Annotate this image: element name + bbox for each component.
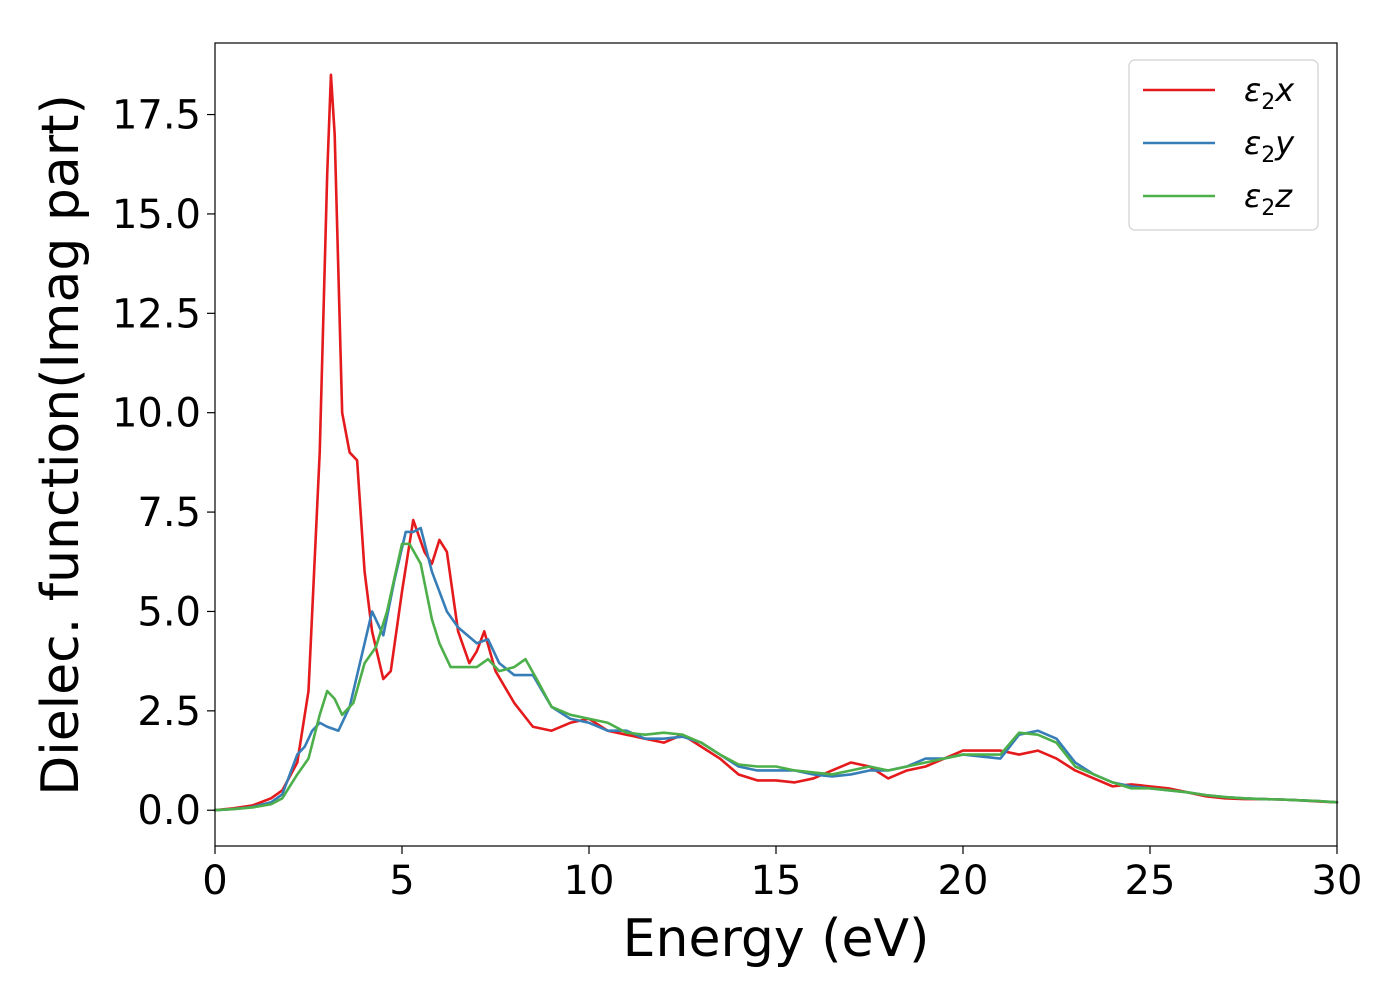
y-axis-label: Dielec. function(Imag part) xyxy=(31,94,91,796)
x-tick-label: 0 xyxy=(202,858,227,904)
series-line-x xyxy=(213,73,1339,812)
y-tick-label: 15.0 xyxy=(112,192,201,238)
y-tick-label: 17.5 xyxy=(112,93,201,139)
y-tick-label: 2.5 xyxy=(137,689,201,735)
y-tick-label: 12.5 xyxy=(112,291,201,337)
x-tick-label: 25 xyxy=(1125,858,1176,904)
x-tick-label: 20 xyxy=(938,858,989,904)
x-tick-label: 10 xyxy=(564,858,615,904)
series-line-z xyxy=(213,542,1339,812)
y-tick-label: 7.5 xyxy=(137,490,201,536)
y-tick-label: 10.0 xyxy=(112,391,201,437)
x-tick-label: 15 xyxy=(751,858,802,904)
y-axis: 0.0 2.5 5.0 7.5 10.0 12.5 15.0 17.5 xyxy=(112,93,215,834)
legend-label-x: ε2x xyxy=(1244,71,1295,115)
legend-entries: ε2x ε2y ε2z xyxy=(1143,71,1295,221)
x-axis: 0 5 10 15 20 25 30 xyxy=(202,846,1362,904)
x-axis-label: Energy (eV) xyxy=(623,909,930,969)
legend-label-z: ε2z xyxy=(1244,177,1293,221)
series-layer xyxy=(213,73,1339,812)
x-tick-label: 30 xyxy=(1312,858,1363,904)
x-tick-label: 5 xyxy=(389,858,414,904)
y-tick-label: 0.0 xyxy=(137,788,201,834)
y-tick-label: 5.0 xyxy=(137,589,201,635)
legend: ε2x ε2y ε2z xyxy=(1128,59,1319,231)
legend-label-y: ε2y xyxy=(1244,124,1295,168)
legend-box xyxy=(1128,59,1319,231)
